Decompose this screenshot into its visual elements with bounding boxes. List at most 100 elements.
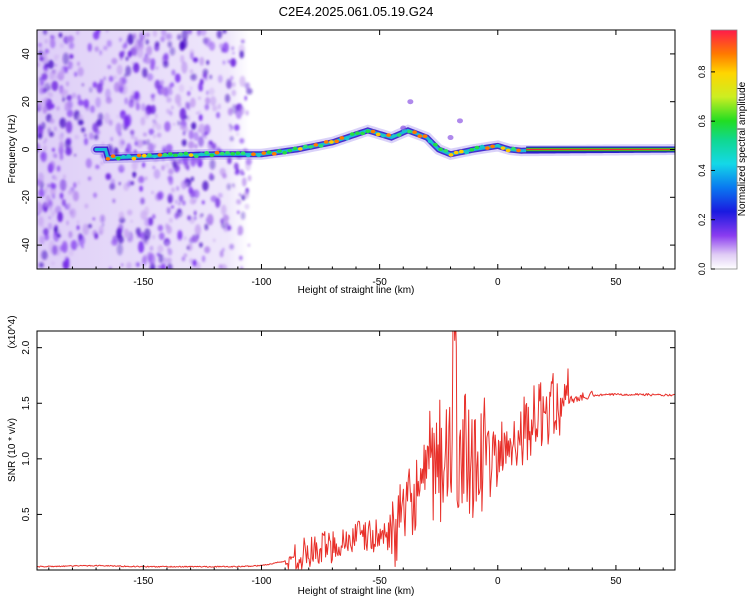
noise-speckle <box>230 58 237 67</box>
noise-speckle <box>98 225 104 235</box>
noise-speckle <box>186 165 190 171</box>
noise-speckle <box>209 159 216 170</box>
x-tick-label: -150 <box>133 277 153 288</box>
noise-speckle <box>107 64 112 70</box>
noise-speckle <box>66 94 72 101</box>
noise-speckle <box>145 45 153 56</box>
noise-speckle <box>234 124 240 132</box>
noise-speckle <box>38 262 44 268</box>
ridge-blob <box>344 136 350 141</box>
noise-speckle <box>182 130 186 136</box>
noise-speckle <box>138 241 145 254</box>
noise-speckle <box>56 165 61 172</box>
noise-speckle <box>152 124 155 129</box>
ridge-blob <box>381 133 386 138</box>
noise-speckle <box>89 87 93 93</box>
noise-speckle <box>99 49 103 56</box>
noise-speckle <box>182 200 186 206</box>
y-tick-label: -40 <box>21 237 32 252</box>
noise-speckle <box>48 131 54 137</box>
noise-speckle <box>127 180 132 188</box>
noise-speckle <box>44 187 48 194</box>
noise-speckle <box>51 80 59 92</box>
noise-speckle <box>142 56 147 63</box>
noise-speckle <box>59 43 64 49</box>
x-tick-label: 0 <box>495 576 501 587</box>
ridge-blob <box>131 156 137 161</box>
noise-speckle <box>166 207 171 215</box>
noise-speckle <box>191 234 199 243</box>
noise-speckle <box>53 126 57 132</box>
noise-speckle <box>110 136 113 142</box>
noise-speckle <box>111 238 118 246</box>
noise-speckle <box>52 147 55 152</box>
noise-speckle <box>190 73 197 81</box>
noise-speckle <box>167 41 173 48</box>
noise-speckle <box>185 182 188 186</box>
noise-speckle <box>64 138 71 150</box>
noise-speckle <box>58 87 66 96</box>
noise-speckle <box>54 176 58 181</box>
y-tick-label: 20 <box>21 96 32 108</box>
noise-speckle <box>199 56 205 66</box>
noise-speckle <box>171 69 176 76</box>
noise-speckle <box>226 183 232 191</box>
noise-speckle <box>209 172 213 179</box>
noise-speckle <box>133 91 140 100</box>
noise-speckle <box>201 200 205 205</box>
noise-speckle <box>176 208 183 218</box>
noise-speckle <box>169 110 173 116</box>
noise-speckle <box>197 96 201 100</box>
ridge-blob <box>458 149 464 154</box>
noise-speckle <box>200 30 207 37</box>
noise-speckle <box>67 66 70 70</box>
noise-speckle <box>217 103 221 110</box>
noise-speckle <box>220 263 228 269</box>
noise-speckle <box>222 247 225 252</box>
ridge-blob <box>141 153 147 158</box>
noise-speckle <box>200 213 204 217</box>
ridge-blob <box>349 132 355 136</box>
noise-speckle <box>125 65 132 77</box>
noise-speckle <box>44 63 49 68</box>
noise-speckle <box>206 213 214 226</box>
noise-speckle <box>121 263 124 267</box>
noise-speckle <box>80 127 86 133</box>
noise-speckle <box>43 145 47 152</box>
ridge-blob <box>256 153 262 158</box>
noise-speckle <box>232 51 235 55</box>
noise-speckle <box>216 111 221 119</box>
noise-speckle <box>136 48 144 59</box>
noise-speckle <box>229 136 234 142</box>
noise-speckle <box>166 241 169 246</box>
noise-speckle <box>44 202 48 207</box>
noise-speckle <box>111 57 118 65</box>
noise-speckle <box>77 94 81 101</box>
noise-speckle <box>187 215 192 221</box>
ridge-blob <box>516 148 521 153</box>
ridge-blob <box>240 151 246 155</box>
noise-speckle <box>38 188 45 198</box>
noise-speckle <box>51 210 55 218</box>
noise-speckle <box>185 101 191 110</box>
noise-speckle <box>233 162 239 171</box>
noise-speckle <box>229 243 234 250</box>
noise-speckle <box>119 51 125 58</box>
noise-speckle <box>181 30 188 41</box>
noise-speckle <box>157 244 164 253</box>
noise-speckle <box>87 43 92 52</box>
noise-speckle <box>231 81 236 88</box>
noise-speckle <box>97 112 104 122</box>
noise-speckle <box>176 185 179 191</box>
noise-speckle <box>143 132 147 137</box>
noise-speckle <box>67 35 75 43</box>
noise-speckle <box>193 131 199 141</box>
noise-speckle <box>83 98 90 109</box>
noise-speckle <box>101 142 105 146</box>
snr-y-multiplier: (x10^4) <box>7 315 18 348</box>
noise-speckle <box>215 197 221 208</box>
noise-speckle <box>126 261 132 269</box>
noise-speckle <box>142 67 148 78</box>
ridge-blob <box>500 146 506 150</box>
snr-series-line <box>37 331 675 570</box>
